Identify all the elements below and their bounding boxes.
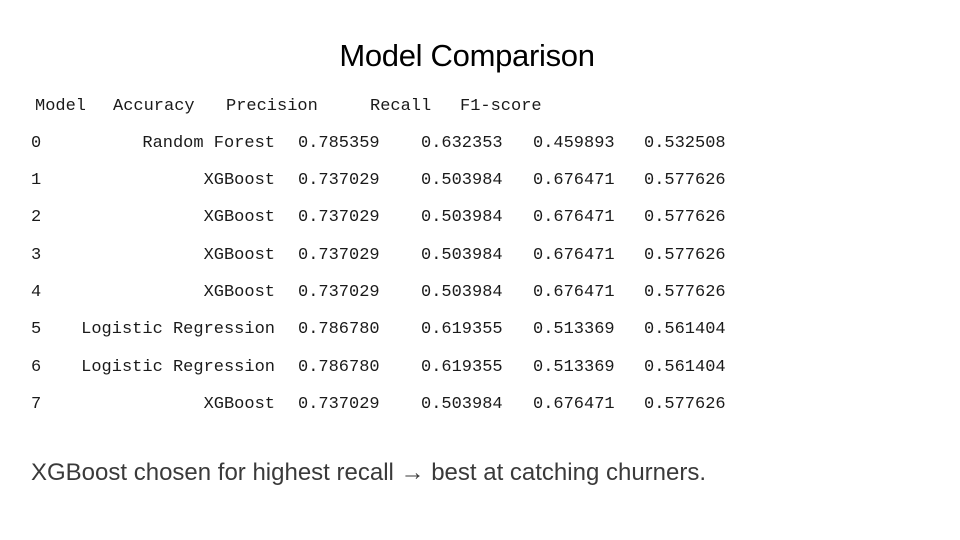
- row-model: Logistic Regression: [81, 358, 275, 377]
- row-index: 0: [31, 134, 42, 153]
- row-index: 3: [31, 246, 42, 265]
- row-recall: 0.676471: [533, 283, 615, 302]
- conclusion-text: XGBoost chosen for highest recall → best…: [31, 459, 707, 486]
- row-f1-score: 0.577626: [644, 283, 726, 302]
- header-model: Model: [35, 97, 87, 116]
- row-index: 2: [31, 208, 42, 227]
- row-precision: 0.619355: [421, 358, 503, 377]
- row-accuracy: 0.737029: [298, 246, 380, 265]
- row-model: XGBoost: [203, 208, 275, 227]
- row-recall: 0.676471: [533, 395, 615, 414]
- row-recall: 0.676471: [533, 208, 615, 227]
- row-model: Logistic Regression: [81, 320, 275, 339]
- row-index: 5: [31, 320, 42, 339]
- row-index: 7: [31, 395, 42, 414]
- header-recall: Recall: [370, 97, 432, 116]
- row-model: XGBoost: [203, 171, 275, 190]
- row-precision: 0.632353: [421, 134, 503, 153]
- row-f1-score: 0.561404: [644, 358, 726, 377]
- header-accuracy: Accuracy: [113, 97, 195, 116]
- row-model: XGBoost: [203, 246, 275, 265]
- row-f1-score: 0.577626: [644, 246, 726, 265]
- row-recall: 0.513369: [533, 320, 615, 339]
- row-precision: 0.503984: [421, 208, 503, 227]
- header-precision: Precision: [226, 97, 318, 116]
- row-f1-score: 0.532508: [644, 134, 726, 153]
- row-f1-score: 0.561404: [644, 320, 726, 339]
- row-model: XGBoost: [203, 283, 275, 302]
- row-recall: 0.513369: [533, 358, 615, 377]
- row-index: 4: [31, 283, 42, 302]
- row-recall: 0.676471: [533, 171, 615, 190]
- row-precision: 0.503984: [421, 246, 503, 265]
- row-precision: 0.503984: [421, 395, 503, 414]
- row-recall: 0.676471: [533, 246, 615, 265]
- header-f1-score: F1-score: [460, 97, 542, 116]
- row-index: 6: [31, 358, 42, 377]
- row-accuracy: 0.786780: [298, 320, 380, 339]
- row-precision: 0.619355: [421, 320, 503, 339]
- row-recall: 0.459893: [533, 134, 615, 153]
- slide-title: Model Comparison: [339, 38, 595, 73]
- row-index: 1: [31, 171, 42, 190]
- row-model: Random Forest: [142, 134, 275, 153]
- row-f1-score: 0.577626: [644, 171, 726, 190]
- row-precision: 0.503984: [421, 283, 503, 302]
- row-f1-score: 0.577626: [644, 395, 726, 414]
- row-f1-score: 0.577626: [644, 208, 726, 227]
- row-accuracy: 0.737029: [298, 208, 380, 227]
- row-precision: 0.503984: [421, 171, 503, 190]
- row-accuracy: 0.737029: [298, 395, 380, 414]
- row-accuracy: 0.785359: [298, 134, 380, 153]
- row-model: XGBoost: [203, 395, 275, 414]
- row-accuracy: 0.786780: [298, 358, 380, 377]
- row-accuracy: 0.737029: [298, 283, 380, 302]
- row-accuracy: 0.737029: [298, 171, 380, 190]
